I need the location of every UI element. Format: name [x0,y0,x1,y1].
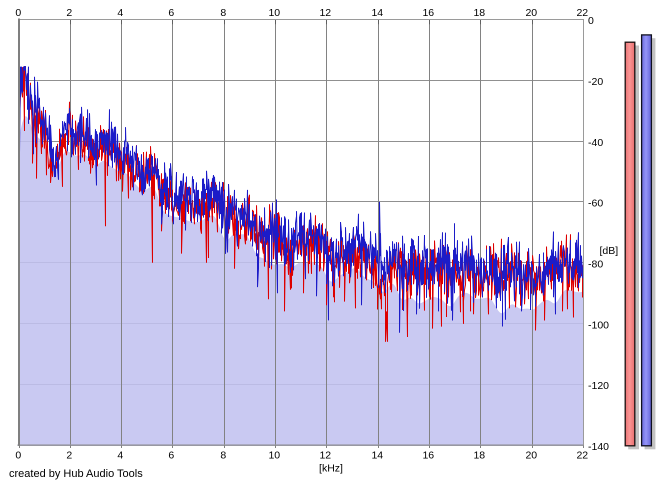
svg-text:10: 10 [268,449,280,461]
svg-text:12: 12 [319,7,331,19]
svg-text:20: 20 [525,449,537,461]
svg-text:[kHz]: [kHz] [319,463,343,475]
svg-text:16: 16 [422,449,434,461]
svg-text:-20: -20 [588,76,603,88]
svg-text:18: 18 [473,7,485,19]
svg-text:18: 18 [473,449,485,461]
svg-text:4: 4 [117,7,123,19]
svg-text:8: 8 [220,7,226,19]
svg-text:6: 6 [168,7,174,19]
svg-text:2: 2 [66,7,72,19]
svg-text:-100: -100 [588,319,609,331]
svg-text:14: 14 [371,7,383,19]
svg-text:-80: -80 [588,259,603,271]
svg-text:22: 22 [576,449,588,461]
svg-text:0: 0 [15,449,21,461]
svg-text:2: 2 [66,449,72,461]
svg-text:created by Hub Audio Tools: created by Hub Audio Tools [9,468,143,480]
svg-text:22: 22 [576,7,588,19]
svg-text:-40: -40 [588,137,603,149]
svg-text:6: 6 [168,449,174,461]
svg-text:-120: -120 [588,380,609,392]
svg-text:8: 8 [220,449,226,461]
svg-text:12: 12 [319,449,331,461]
svg-text:14: 14 [371,449,383,461]
svg-text:-60: -60 [588,198,603,210]
svg-text:0: 0 [588,15,594,27]
svg-text:4: 4 [117,449,123,461]
svg-text:16: 16 [422,7,434,19]
svg-text:10: 10 [268,7,280,19]
svg-text:0: 0 [15,7,21,19]
svg-text:20: 20 [525,7,537,19]
svg-text:[dB]: [dB] [600,245,619,257]
svg-text:-140: -140 [588,441,609,453]
